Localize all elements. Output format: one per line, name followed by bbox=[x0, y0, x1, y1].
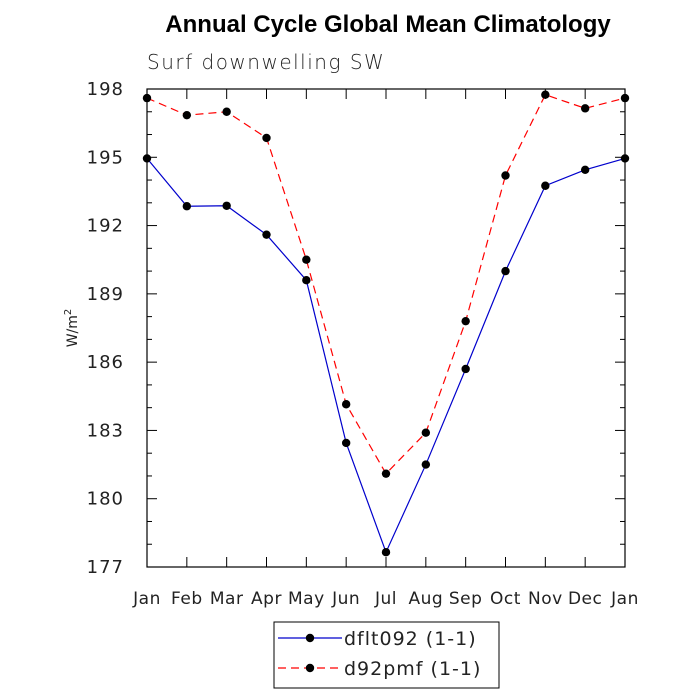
chart-title: Annual Cycle Global Mean Climatology bbox=[165, 11, 611, 38]
series-dflt092 bbox=[142, 154, 630, 557]
data-point-d92pmf bbox=[182, 110, 192, 120]
data-point-d92pmf bbox=[222, 107, 231, 116]
y-tick-label: 192 bbox=[87, 216, 124, 237]
x-tick-label: Mar bbox=[210, 589, 244, 609]
data-point-d92pmf bbox=[620, 93, 630, 103]
data-point-d92pmf bbox=[541, 90, 550, 99]
data-point-d92pmf bbox=[302, 255, 311, 264]
data-point-dflt092 bbox=[341, 438, 351, 448]
y-axis-label-superscript: 2 bbox=[63, 309, 74, 315]
legend-box bbox=[273, 621, 500, 689]
y-tick-label: 198 bbox=[87, 79, 124, 100]
data-point-dflt092 bbox=[421, 460, 431, 469]
data-point-d92pmf bbox=[501, 171, 510, 180]
data-point-dflt092 bbox=[501, 266, 510, 276]
x-tick-label: Jul bbox=[374, 589, 397, 609]
data-point-dflt092 bbox=[222, 201, 231, 210]
data-point-d92pmf bbox=[580, 104, 590, 113]
x-axis-tick-labels: Jan Feb Mar Apr May Jun Jul Aug Sep Oct Nov Dec Jan bbox=[132, 589, 639, 609]
x-axis-ticks bbox=[146, 89, 626, 567]
x-tick-label: Jan bbox=[132, 589, 161, 609]
plot-frame bbox=[146, 88, 626, 568]
y-tick-label: 189 bbox=[87, 284, 124, 305]
data-point-dflt092 bbox=[182, 202, 192, 211]
data-point-d92pmf bbox=[262, 133, 271, 143]
data-point-d92pmf bbox=[381, 469, 391, 478]
y-axis-label-base: W/m bbox=[65, 315, 81, 347]
legend-marker-dflt092 bbox=[305, 633, 315, 643]
legend-label-dflt092: dflt092 (1-1) bbox=[344, 628, 477, 650]
data-point-d92pmf bbox=[142, 93, 152, 103]
data-point-dflt092 bbox=[262, 230, 271, 239]
y-tick-label: 195 bbox=[87, 147, 124, 168]
data-point-dflt092 bbox=[620, 154, 630, 163]
y-tick-label: 177 bbox=[87, 557, 124, 578]
x-tick-label: Aug bbox=[408, 589, 443, 609]
series-line-d92pmf bbox=[146, 93, 626, 475]
data-point-dflt092 bbox=[302, 276, 311, 285]
x-tick-label: Feb bbox=[171, 589, 203, 609]
data-point-dflt092 bbox=[381, 548, 391, 557]
x-tick-label: Sep bbox=[449, 589, 483, 609]
chart-subtitle: Surf downwelling SW bbox=[147, 50, 385, 74]
data-point-d92pmf bbox=[421, 428, 431, 437]
y-tick-label: 186 bbox=[87, 352, 124, 373]
y-axis-ticks bbox=[147, 88, 625, 568]
y-axis-label: W/m2 bbox=[63, 309, 81, 348]
data-point-dflt092 bbox=[541, 181, 550, 190]
x-tick-label: Nov bbox=[528, 589, 563, 609]
legend-label-d92pmf: d92pmf (1-1) bbox=[344, 658, 481, 680]
x-tick-label: Jun bbox=[331, 589, 360, 609]
data-point-dflt092 bbox=[580, 165, 590, 175]
x-tick-label: May bbox=[288, 589, 325, 609]
series-layer bbox=[142, 90, 630, 557]
data-point-d92pmf bbox=[341, 400, 351, 409]
y-tick-label: 183 bbox=[87, 420, 124, 441]
x-tick-label: Oct bbox=[490, 589, 521, 609]
x-tick-label: Jan bbox=[610, 589, 639, 609]
data-point-dflt092 bbox=[142, 154, 152, 163]
series-d92pmf bbox=[142, 90, 630, 478]
series-line-dflt092 bbox=[146, 157, 626, 554]
legend-marker-d92pmf bbox=[305, 663, 315, 673]
x-tick-label: Apr bbox=[251, 589, 282, 609]
legend: dflt092 (1-1) d92pmf (1-1) bbox=[273, 621, 500, 689]
y-tick-label: 180 bbox=[87, 489, 124, 510]
data-point-d92pmf bbox=[461, 316, 470, 326]
data-point-dflt092 bbox=[461, 364, 470, 374]
x-tick-label: Dec bbox=[568, 589, 602, 609]
y-axis-tick-labels: 177 180 183 186 189 192 195 198 bbox=[87, 79, 124, 578]
